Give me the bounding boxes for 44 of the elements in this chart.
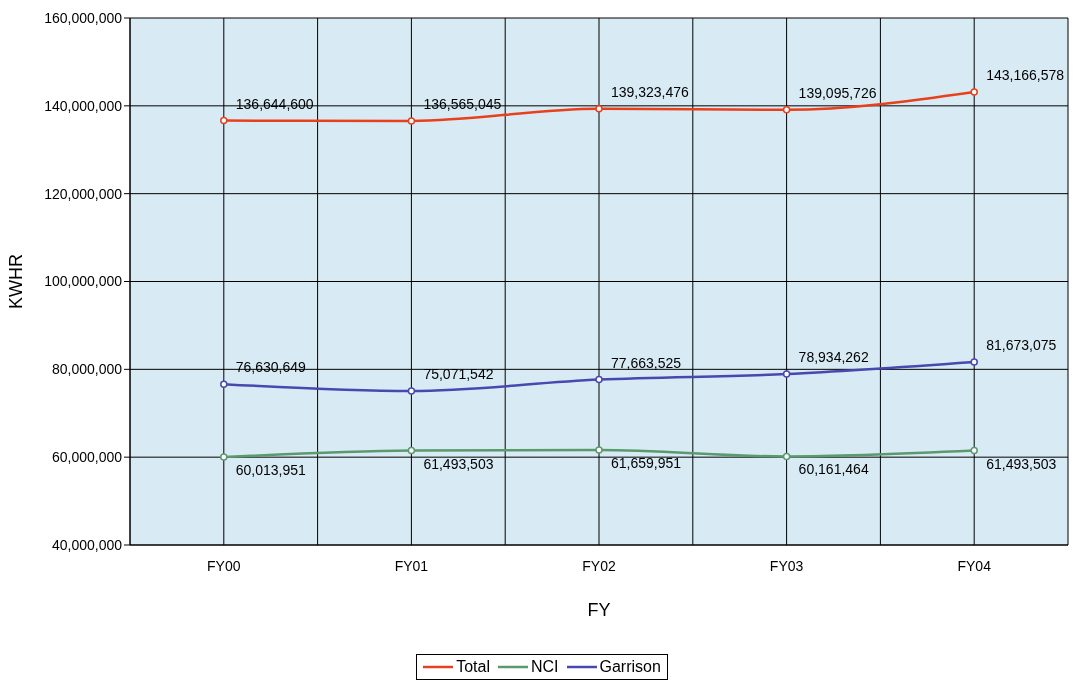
point [970,358,978,366]
data-label: 139,095,726 [798,84,877,101]
y-tick-label: 160,000,000 [44,9,123,26]
y-tick-label: 60,000,000 [51,449,123,466]
y-axis-title: KWHR [6,254,27,309]
data-label: 60,161,464 [798,461,869,478]
data-label: 75,071,542 [423,365,494,382]
x-tick-label: FY03 [769,557,804,574]
legend-label: Garrison [599,658,661,676]
point [782,370,791,378]
point [970,88,978,96]
data-label: 143,166,578 [986,66,1065,83]
y-tick-label: 140,000,000 [44,97,123,114]
x-axis-title: FY [587,599,611,620]
point [220,380,228,388]
x-tick-label: FY00 [207,557,241,574]
data-label: 61,659,951 [611,454,682,471]
y-tick-label: 40,000,000 [51,536,123,553]
point [407,446,416,455]
y-tick-label: 100,000,000 [44,273,123,290]
point [220,116,228,125]
y-tick-label: 120,000,000 [44,185,123,202]
point [595,105,603,113]
legend-label: NCI [530,658,559,676]
y-tick-label: 80,000,000 [51,361,123,378]
data-label: 81,673,075 [986,336,1057,353]
data-label: 61,493,503 [423,455,494,472]
point [782,106,791,114]
point [407,387,416,395]
legend-label: Total [456,658,490,676]
point [595,375,603,384]
point [782,452,791,461]
data-label: 60,013,951 [235,462,307,479]
data-label: 139,323,476 [611,83,690,100]
data-label: 77,663,525 [611,354,682,371]
point [220,453,228,461]
x-tick-label: FY02 [582,557,616,574]
point [970,446,978,455]
point [595,446,603,454]
data-label: 61,493,503 [986,455,1057,472]
point [407,117,416,125]
x-tick-label: FY04 [957,557,992,574]
x-tick-label: FY01 [394,557,429,574]
data-label: 78,934,262 [798,349,869,366]
